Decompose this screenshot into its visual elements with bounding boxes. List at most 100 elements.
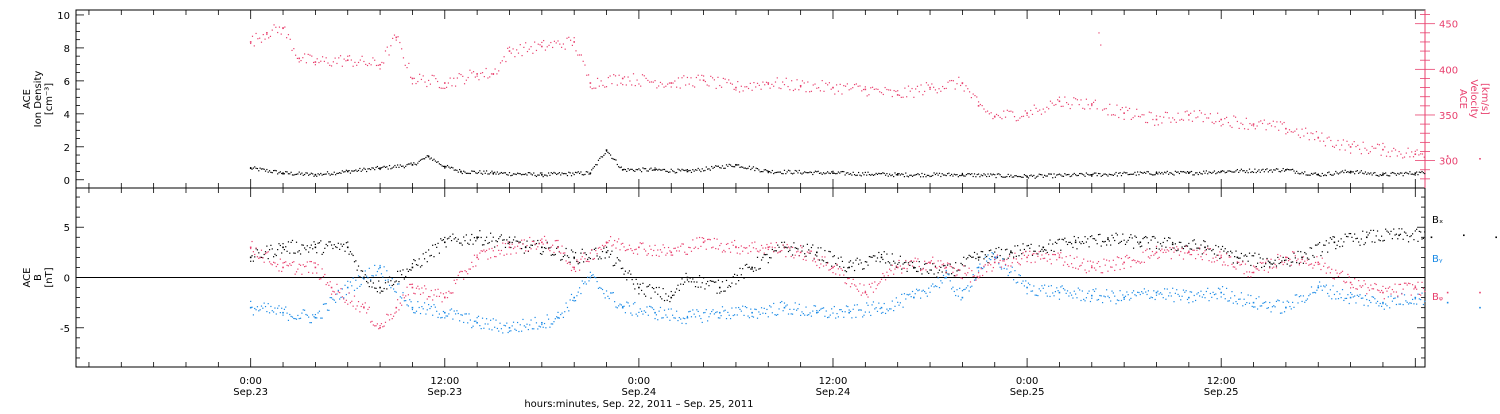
data-point — [1289, 258, 1291, 260]
data-point — [1223, 293, 1225, 296]
data-point — [970, 97, 972, 99]
data-point — [785, 305, 787, 307]
data-point — [306, 261, 308, 263]
data-point — [511, 325, 513, 327]
data-point — [262, 168, 264, 170]
data-point — [787, 169, 790, 171]
data-point — [591, 274, 593, 277]
data-point — [1421, 281, 1423, 283]
data-point — [438, 86, 440, 89]
data-point — [739, 166, 741, 169]
data-point — [1218, 120, 1220, 122]
data-point — [1192, 240, 1194, 242]
data-point — [411, 308, 414, 311]
data-point — [1176, 250, 1178, 252]
data-point — [1256, 268, 1259, 270]
data-point — [605, 241, 608, 244]
data-point — [479, 230, 481, 232]
data-point — [979, 275, 981, 277]
data-point — [818, 172, 821, 174]
data-point — [671, 254, 674, 256]
data-point — [875, 88, 877, 90]
data-point — [1150, 239, 1152, 241]
data-point — [607, 151, 609, 153]
data-point — [1345, 281, 1348, 283]
data-point — [728, 79, 730, 81]
data-point — [484, 172, 486, 174]
data-point — [1132, 290, 1135, 292]
data-point — [569, 172, 571, 174]
data-point — [469, 268, 472, 270]
data-point — [463, 170, 465, 172]
data-point — [1026, 114, 1028, 116]
data-point — [1299, 136, 1301, 139]
data-point — [547, 248, 550, 250]
data-point — [858, 263, 860, 265]
data-point — [1048, 173, 1050, 175]
data-point — [1001, 118, 1003, 120]
data-point — [819, 90, 822, 92]
data-point — [359, 276, 361, 278]
data-point — [471, 261, 473, 263]
data-point — [868, 173, 870, 176]
data-point — [628, 305, 631, 307]
data-point — [1316, 256, 1318, 258]
data-point — [928, 261, 930, 263]
data-point — [1243, 170, 1245, 172]
data-point — [557, 316, 559, 319]
data-point — [1071, 104, 1073, 106]
data-point — [704, 288, 706, 290]
data-point — [965, 287, 968, 289]
data-point — [676, 171, 678, 174]
data-point — [696, 309, 698, 311]
data-point — [260, 249, 263, 251]
data-point — [1329, 289, 1331, 291]
data-point — [1115, 303, 1117, 305]
data-point — [1023, 285, 1025, 287]
data-point — [475, 172, 477, 174]
data-point — [286, 312, 288, 314]
data-point — [1265, 129, 1267, 131]
data-point — [1219, 257, 1221, 260]
data-point — [986, 175, 988, 178]
data-point — [949, 174, 951, 177]
data-point — [926, 262, 928, 265]
data-point — [866, 174, 868, 176]
data-point — [1122, 263, 1124, 265]
data-point — [498, 249, 500, 251]
data-point — [390, 280, 392, 282]
data-point — [366, 312, 368, 314]
data-point — [608, 152, 610, 155]
data-point — [460, 270, 462, 272]
data-point — [297, 251, 299, 253]
data-point — [940, 280, 942, 282]
data-point — [1292, 168, 1294, 170]
data-point — [897, 301, 899, 303]
data-point — [1077, 237, 1079, 239]
data-point — [343, 243, 345, 245]
data-point — [1422, 287, 1424, 289]
data-point — [1293, 170, 1295, 172]
data-point — [693, 247, 695, 250]
data-point — [1134, 294, 1136, 296]
data-point — [450, 292, 453, 294]
data-point — [902, 96, 904, 98]
data-point — [468, 313, 470, 315]
data-point — [708, 316, 710, 318]
data-point — [817, 259, 819, 261]
data-point — [1269, 266, 1271, 268]
data-point — [1213, 170, 1216, 172]
data-point — [604, 153, 606, 155]
data-point — [1232, 262, 1234, 264]
data-point — [731, 307, 733, 309]
data-point — [528, 48, 530, 50]
data-point — [283, 308, 285, 310]
data-point — [1382, 142, 1384, 145]
data-point — [310, 260, 312, 263]
data-point — [621, 77, 624, 80]
data-point — [864, 86, 866, 88]
data-point — [977, 270, 980, 272]
data-point — [1303, 135, 1305, 137]
data-point — [1180, 299, 1182, 301]
